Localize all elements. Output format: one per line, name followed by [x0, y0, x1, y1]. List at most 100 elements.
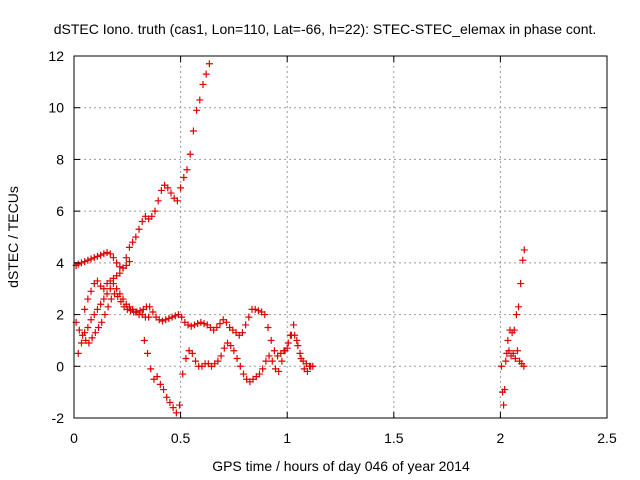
data-points — [72, 60, 528, 417]
data-point — [84, 324, 92, 331]
data-point — [184, 321, 192, 329]
data-point — [254, 307, 262, 315]
data-point — [511, 355, 519, 363]
data-point — [156, 380, 164, 388]
data-point — [158, 317, 166, 325]
data-point — [281, 347, 289, 355]
data-point — [163, 393, 171, 401]
y-tick-label: 6 — [56, 203, 64, 219]
data-point — [167, 189, 175, 197]
data-point — [217, 352, 225, 360]
data-point — [171, 312, 179, 320]
grid-lines — [74, 56, 607, 418]
data-point — [520, 246, 528, 254]
data-point — [293, 336, 301, 344]
data-point — [504, 336, 512, 344]
x-tick-label: 2 — [497, 430, 505, 446]
data-point — [291, 331, 299, 339]
data-point — [145, 313, 153, 321]
data-point — [93, 277, 101, 285]
data-point — [85, 339, 93, 347]
data-point — [233, 355, 241, 363]
data-point — [113, 259, 121, 267]
data-point — [97, 300, 105, 308]
x-tick-label: 1 — [283, 430, 291, 446]
y-tick-label: 0 — [56, 358, 64, 374]
data-point — [155, 316, 163, 324]
data-point — [214, 357, 222, 365]
data-point — [116, 263, 124, 271]
data-point — [119, 264, 127, 272]
y-tick-label: -2 — [52, 410, 65, 426]
data-point — [93, 252, 101, 260]
data-point — [238, 329, 246, 337]
data-point — [103, 290, 111, 298]
y-tick-labels: -2 0 2 4 6 8 10 12 — [48, 48, 64, 426]
data-point — [169, 404, 177, 412]
data-point — [303, 367, 311, 375]
data-point — [106, 285, 114, 293]
data-point — [160, 386, 168, 394]
data-point — [148, 212, 156, 220]
data-point — [166, 398, 174, 406]
data-point — [188, 349, 196, 357]
data-point — [270, 347, 278, 355]
data-point — [189, 127, 197, 135]
data-point — [278, 357, 286, 365]
chart-title: dSTEC Iono. truth (cas1, Lon=110, Lat=-6… — [54, 21, 597, 37]
data-point — [255, 370, 263, 378]
data-point — [497, 362, 505, 370]
data-point — [284, 339, 292, 347]
data-point — [132, 233, 140, 241]
data-point — [510, 326, 518, 334]
data-point — [164, 184, 172, 192]
data-point — [183, 166, 191, 174]
data-point — [264, 324, 272, 331]
data-point — [202, 70, 210, 78]
data-point — [97, 251, 105, 259]
data-point — [261, 311, 269, 319]
data-point — [307, 362, 315, 370]
data-point — [100, 295, 108, 303]
data-point — [239, 370, 247, 378]
data-point — [251, 305, 259, 313]
data-point — [165, 314, 173, 322]
data-point — [517, 280, 525, 288]
x-tick-label: 1.5 — [384, 430, 404, 446]
data-point — [125, 258, 133, 266]
data-point — [154, 197, 162, 205]
data-point — [267, 336, 275, 344]
data-point — [220, 344, 228, 352]
data-point — [172, 409, 180, 417]
y-tick-label: 4 — [56, 255, 64, 271]
data-point — [501, 386, 509, 394]
data-point — [194, 320, 202, 328]
data-point — [187, 322, 195, 330]
data-point — [106, 250, 114, 258]
data-point — [122, 254, 130, 262]
data-point — [177, 184, 185, 192]
data-point — [509, 349, 517, 357]
data-point — [262, 357, 270, 365]
data-point — [173, 197, 181, 205]
data-point — [116, 269, 124, 277]
data-point — [513, 347, 521, 355]
data-point — [125, 243, 133, 251]
y-tick-label: 8 — [56, 151, 64, 167]
data-point — [88, 334, 96, 342]
x-tick-label: 0.5 — [171, 430, 191, 446]
data-point — [107, 295, 115, 303]
data-point — [245, 313, 253, 321]
data-point — [109, 254, 117, 262]
data-point — [236, 362, 244, 370]
data-point — [119, 295, 127, 303]
data-point — [296, 349, 304, 357]
data-point — [147, 365, 155, 373]
data-point — [113, 285, 121, 293]
data-point — [179, 370, 187, 378]
x-tick-labels: 0 0.5 1 1.5 2 2.5 — [70, 430, 617, 446]
axis-ticks — [73, 55, 608, 419]
data-point — [77, 339, 85, 347]
data-point — [93, 305, 101, 313]
data-point — [265, 352, 273, 360]
